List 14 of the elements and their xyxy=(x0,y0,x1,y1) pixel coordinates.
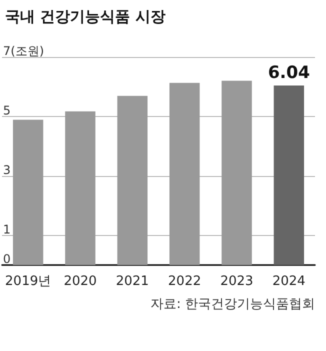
x-tick-label: 2019년 xyxy=(5,274,52,289)
x-tick-label: 2022 xyxy=(168,274,202,289)
x-tick-label: 2023 xyxy=(220,274,254,289)
y-tick-label: 1 xyxy=(3,222,11,236)
chart-title: 국내 건강기능식품 시장 xyxy=(5,8,166,26)
text: 자료: 한국건강기능식품협회 xyxy=(150,297,315,312)
y-tick-label: 0 xyxy=(3,252,11,266)
data-label: 6.04 xyxy=(268,63,310,84)
y-tick-label: 3 xyxy=(3,162,11,177)
x-tick-label: 2021 xyxy=(116,274,149,289)
y-tick-label: 5 xyxy=(3,103,11,118)
x-tick-label: 2024 xyxy=(272,274,306,289)
y-tick-label: 7(조원) xyxy=(3,44,44,58)
x-tick-label: 2020 xyxy=(64,274,97,289)
